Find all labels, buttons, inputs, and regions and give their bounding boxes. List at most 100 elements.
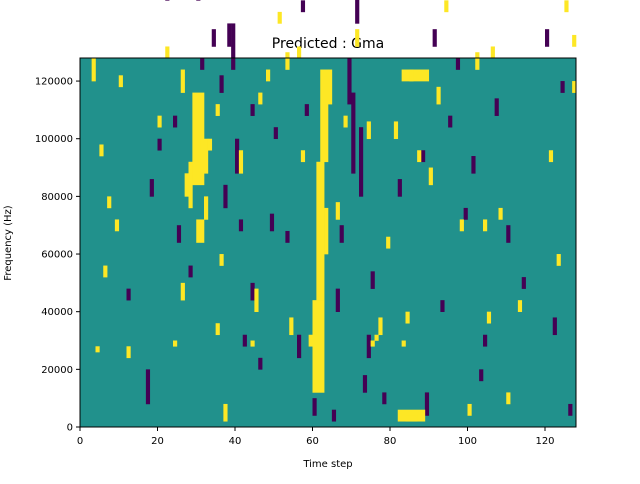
heatmap-cell-high — [180, 69, 185, 93]
heatmap-cell-low — [351, 92, 356, 174]
heatmap-cell-high — [184, 173, 189, 197]
heatmap-cell-high — [343, 115, 348, 128]
heatmap-cell-high — [308, 334, 313, 347]
heatmap-cell-high — [483, 219, 488, 232]
heatmap-cell-low — [521, 277, 526, 289]
x-axis: 0 20 40 60 80 100 120 — [77, 427, 555, 447]
heatmap-cell-low — [347, 58, 352, 105]
heatmap-cell-low — [297, 334, 302, 359]
heatmap-cell-high — [126, 346, 131, 359]
heatmap-cell-low — [231, 23, 236, 70]
heatmap-cell-high — [215, 104, 220, 116]
x-tick-label: 120 — [535, 436, 554, 447]
x-axis-label: Time step — [302, 459, 352, 470]
heatmap-cell-low — [250, 104, 255, 116]
heatmap-cell-low — [273, 127, 278, 140]
heatmap-cell-low — [196, 0, 201, 1]
heatmap-cell-low — [227, 23, 232, 47]
heatmap-cell-high — [401, 340, 406, 347]
heatmap-cell-high — [297, 46, 302, 59]
heatmap-cell-low — [219, 75, 224, 93]
heatmap-cell-high — [107, 196, 112, 209]
heatmap-cell-low — [312, 398, 317, 416]
heatmap-cell-low — [506, 225, 511, 243]
heatmap-cell-low — [145, 369, 151, 405]
x-tick-label: 100 — [458, 436, 477, 447]
heatmap-cell-low — [568, 403, 573, 416]
y-tick-label: 40000 — [41, 307, 73, 318]
heatmap-cell-low — [339, 225, 344, 243]
heatmap-cell-high — [517, 300, 523, 312]
heatmap-cell-low — [165, 0, 170, 1]
heatmap-cell-high — [173, 340, 178, 347]
heatmap-cell-high — [459, 219, 464, 232]
heatmap-cell-high — [219, 254, 224, 266]
heatmap-cell-high — [405, 415, 418, 422]
heatmap-cell-low — [173, 115, 178, 128]
y-tick-label: 80000 — [41, 192, 73, 203]
heatmap-cell-high — [374, 334, 379, 341]
heatmap-cell-high — [564, 0, 569, 13]
heatmap-cell-high — [250, 340, 255, 347]
heatmap-cell-high — [207, 138, 213, 151]
heatmap-cell-high — [475, 52, 480, 70]
heatmap-cell-high — [378, 317, 383, 336]
heatmap-cell-high — [289, 317, 294, 336]
heatmap-cell-high — [223, 403, 228, 422]
heatmap-cell-high — [200, 138, 209, 174]
heatmap-cell-high — [428, 167, 433, 186]
heatmap-cell-high — [498, 207, 503, 220]
heatmap-cell-high — [320, 69, 329, 163]
heatmap-cell-low — [223, 184, 228, 209]
x-tick-label: 40 — [229, 436, 242, 447]
y-axis: 0 20000 40000 60000 80000 100000 120000 — [35, 77, 80, 434]
heatmap-cell-low — [331, 409, 337, 422]
heatmap-cell-low — [258, 357, 263, 370]
heatmap-cell-low — [463, 207, 468, 220]
x-tick-label: 80 — [384, 436, 397, 447]
heatmap-cell-high — [300, 150, 306, 163]
heatmap-cell-high — [103, 265, 108, 278]
heatmap-cell-high — [556, 254, 561, 266]
heatmap-cell-high — [277, 11, 282, 24]
heatmap-cell-low — [335, 288, 340, 312]
heatmap-cell-high — [188, 161, 193, 209]
heatmap-cell-low — [421, 150, 426, 163]
heatmap-cell-low — [188, 265, 193, 278]
heatmap-cell-high — [467, 403, 472, 416]
x-tick-label: 60 — [306, 436, 319, 447]
heatmap-cell-low — [370, 271, 375, 289]
heatmap-cell-high — [409, 69, 414, 82]
heatmap-cell-low — [126, 288, 131, 301]
x-tick-label: 20 — [151, 436, 164, 447]
heatmap-cell-high — [328, 69, 333, 105]
heatmap-cell-high — [312, 300, 325, 393]
heatmap-area — [80, 0, 577, 427]
heatmap-cell-low — [552, 317, 557, 336]
heatmap-cell-high — [324, 207, 329, 255]
heatmap-cell-low — [432, 29, 437, 47]
heatmap-cell-low — [149, 179, 154, 197]
heatmap-cell-high — [506, 392, 511, 405]
heatmap-cell-high — [572, 34, 577, 47]
heatmap-cell-low — [235, 138, 240, 174]
heatmap-cell-low — [455, 58, 461, 70]
heatmap-cell-low — [382, 392, 387, 405]
plot-frame — [79, 57, 577, 428]
heatmap-cell-high — [366, 121, 371, 140]
heatmap-cell-high — [285, 52, 290, 70]
y-tick-label: 100000 — [35, 134, 73, 145]
heatmap-cell-high — [335, 202, 340, 220]
heatmap-cell-low — [242, 334, 247, 347]
heatmap-cell-low — [285, 230, 290, 243]
heatmap-cell-high — [99, 144, 104, 157]
heatmap-cell-low — [440, 300, 445, 312]
heatmap-cell-high — [490, 46, 495, 59]
heatmap-cell-high — [417, 150, 422, 163]
heatmap-cell-low — [448, 115, 453, 128]
heatmap-cell-low — [359, 127, 364, 197]
y-tick-label: 60000 — [41, 250, 73, 261]
x-tick-label: 0 — [77, 436, 83, 447]
heatmap-cell-low — [300, 0, 306, 13]
heatmap-cell-low — [250, 282, 255, 301]
